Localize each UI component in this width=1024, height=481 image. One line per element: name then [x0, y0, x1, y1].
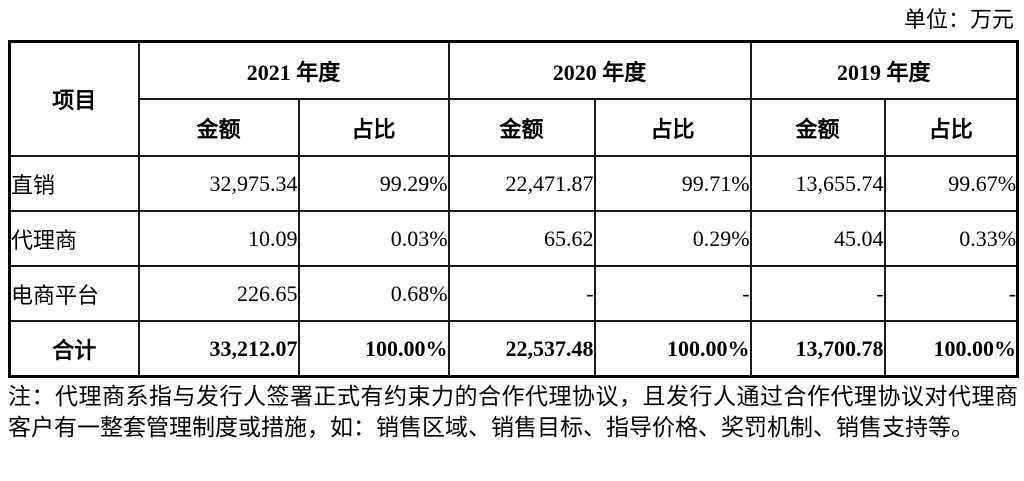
- column-header-year-2020: 2020 年度: [447, 40, 752, 100]
- row-label: 电商平台: [8, 265, 140, 322]
- cell-total-amount-2020: 22,537.48: [447, 320, 596, 378]
- cell-amount-2019: 13,655.74: [749, 155, 886, 212]
- cell-total-ratio-2021: 100.00%: [297, 320, 450, 378]
- footnote-text: 注：代理商系指与发行人签署正式有约束力的合作代理协议，且发行人通过合作代理协议对…: [8, 384, 1018, 440]
- column-header-year-2019: 2019 年度: [749, 40, 1019, 100]
- cell-amount-2019: 45.04: [749, 210, 886, 267]
- cell-ratio-2021: 99.29%: [297, 155, 450, 212]
- cell-ratio-2020: -: [593, 265, 752, 322]
- cell-ratio-2019: -: [883, 265, 1019, 322]
- table-row-agents: 代理商 10.09 0.03% 65.62 0.29% 45.04 0.33%: [8, 210, 1019, 267]
- table-row-ecommerce-platform: 电商平台 226.65 0.68% - - - -: [8, 265, 1019, 322]
- row-label-total: 合计: [8, 320, 140, 378]
- cell-ratio-2019: 99.67%: [883, 155, 1019, 212]
- cell-ratio-2020: 99.71%: [593, 155, 752, 212]
- table-row-total: 合计 33,212.07 100.00% 22,537.48 100.00% 1…: [8, 320, 1019, 378]
- cell-total-amount-2019: 13,700.78: [749, 320, 886, 378]
- sales-channel-table: 项目 2021 年度 2020 年度 2019 年度 金额 占比 金额 占比 金…: [8, 40, 1020, 378]
- subheader-ratio-2019: 占比: [883, 98, 1019, 157]
- cell-total-ratio-2020: 100.00%: [593, 320, 752, 378]
- cell-amount-2020: 22,471.87: [447, 155, 596, 212]
- cell-ratio-2020: 0.29%: [593, 210, 752, 267]
- cell-amount-2020: 65.62: [447, 210, 596, 267]
- cell-amount-2021: 32,975.34: [137, 155, 300, 212]
- cell-amount-2021: 226.65: [137, 265, 300, 322]
- unit-label: 单位：万元: [903, 7, 1014, 32]
- subheader-ratio-2021: 占比: [297, 98, 450, 157]
- cell-amount-2021: 10.09: [137, 210, 300, 267]
- cell-amount-2020: -: [447, 265, 596, 322]
- cell-ratio-2021: 0.68%: [297, 265, 450, 322]
- column-header-year-2021: 2021 年度: [137, 40, 450, 100]
- subheader-amount-2019: 金额: [749, 98, 886, 157]
- cell-amount-2019: -: [749, 265, 886, 322]
- column-header-item: 项目: [8, 40, 140, 157]
- cell-ratio-2021: 0.03%: [297, 210, 450, 267]
- cell-total-ratio-2019: 100.00%: [883, 320, 1019, 378]
- cell-ratio-2019: 0.33%: [883, 210, 1019, 267]
- row-label: 直销: [8, 155, 140, 212]
- subheader-amount-2021: 金额: [137, 98, 300, 157]
- row-label: 代理商: [8, 210, 140, 267]
- table-row-direct-sales: 直销 32,975.34 99.29% 22,471.87 99.71% 13,…: [8, 155, 1019, 212]
- subheader-ratio-2020: 占比: [593, 98, 752, 157]
- cell-total-amount-2021: 33,212.07: [137, 320, 300, 378]
- subheader-amount-2020: 金额: [447, 98, 596, 157]
